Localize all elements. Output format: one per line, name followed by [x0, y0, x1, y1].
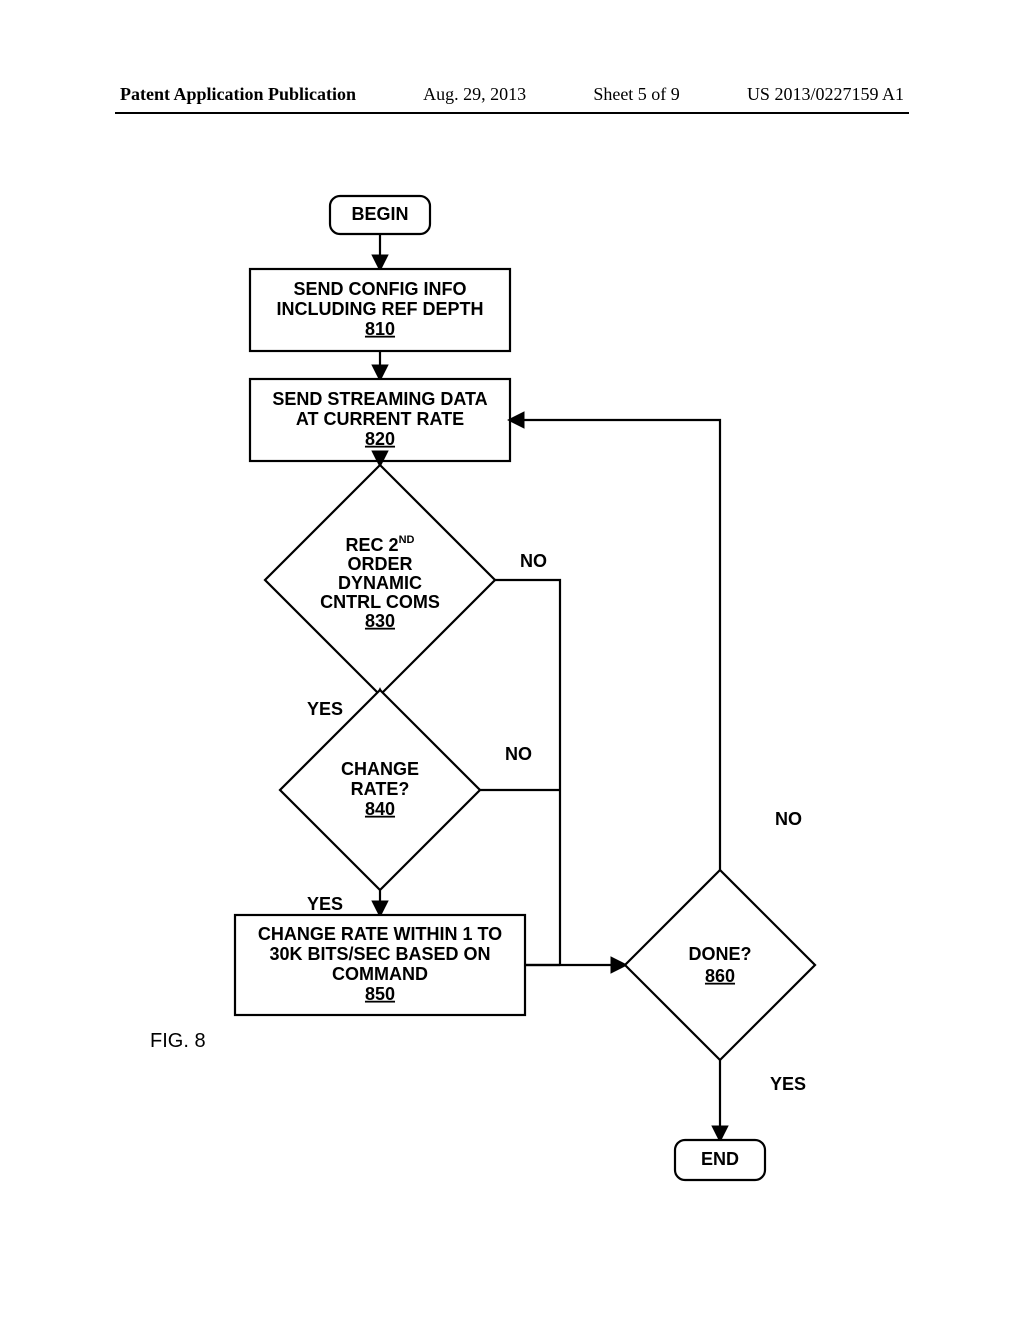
svg-text:RATE?: RATE?: [351, 779, 410, 799]
svg-text:BEGIN: BEGIN: [351, 204, 408, 224]
svg-text:YES: YES: [307, 894, 343, 914]
svg-text:INCLUDING REF DEPTH: INCLUDING REF DEPTH: [277, 299, 484, 319]
svg-text:NO: NO: [775, 809, 802, 829]
svg-text:COMMAND: COMMAND: [332, 964, 428, 984]
svg-text:NO: NO: [505, 744, 532, 764]
svg-text:SEND STREAMING DATA: SEND STREAMING DATA: [272, 389, 487, 409]
svg-text:810: 810: [365, 319, 395, 339]
svg-text:ORDER: ORDER: [347, 554, 412, 574]
svg-text:30K BITS/SEC BASED ON: 30K BITS/SEC BASED ON: [269, 944, 490, 964]
svg-text:DYNAMIC: DYNAMIC: [338, 573, 422, 593]
svg-text:YES: YES: [307, 699, 343, 719]
page: Patent Application Publication Aug. 29, …: [0, 0, 1024, 1320]
svg-text:END: END: [701, 1149, 739, 1169]
svg-text:830: 830: [365, 611, 395, 631]
flowchart: BEGIN SEND CONFIG INFOINCLUDING REF DEPTH…: [0, 0, 1024, 1320]
svg-text:CHANGE RATE WITHIN 1 TO: CHANGE RATE WITHIN 1 TO: [258, 924, 502, 944]
svg-text:850: 850: [365, 984, 395, 1004]
svg-text:AT CURRENT RATE: AT CURRENT RATE: [296, 409, 464, 429]
svg-text:820: 820: [365, 429, 395, 449]
svg-text:NO: NO: [520, 551, 547, 571]
svg-text:CNTRL COMS: CNTRL COMS: [320, 592, 440, 612]
svg-text:CHANGE: CHANGE: [341, 759, 419, 779]
svg-text:SEND CONFIG INFO: SEND CONFIG INFO: [293, 279, 466, 299]
svg-text:DONE?: DONE?: [689, 944, 752, 964]
figure-label: FIG. 8: [150, 1030, 206, 1053]
svg-text:YES: YES: [770, 1074, 806, 1094]
svg-text:840: 840: [365, 799, 395, 819]
svg-text:860: 860: [705, 966, 735, 986]
